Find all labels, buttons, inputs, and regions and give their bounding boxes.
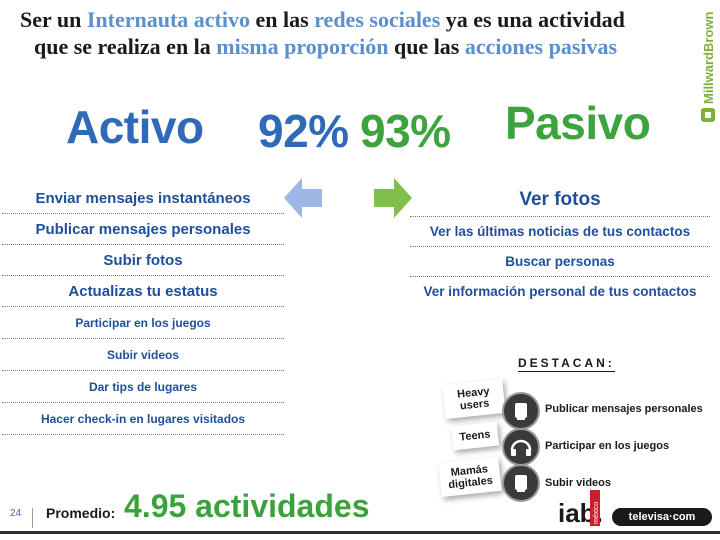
passive-activities-list: Ver fotos Ver las últimas noticias de tu… — [410, 184, 710, 306]
televisa-logo: televisa·com — [612, 508, 712, 526]
average-value: 4.95 actividades — [124, 488, 370, 524]
list-item: Ver información personal de tus contacto… — [423, 284, 697, 299]
list-item: Ver las últimas noticias de tus contacto… — [410, 217, 710, 247]
passive-percent: 93% — [360, 105, 451, 157]
list-item: Subir videos — [2, 339, 284, 371]
left-arrow-icon — [284, 178, 322, 218]
right-arrow-icon — [374, 178, 412, 218]
slide-title: Ser un Internauta activo en las redes so… — [20, 6, 710, 60]
title-line-2: que se realiza en la misma proporción qu… — [34, 34, 618, 59]
hand-icon — [502, 464, 540, 502]
millward-brown-logo: MillwardBrown — [701, 11, 716, 122]
active-percent: 92% — [258, 105, 349, 157]
list-item: Subir fotos — [2, 245, 284, 276]
headphones-icon — [502, 428, 540, 466]
highlight-activity: Subir videos — [545, 477, 612, 489]
passive-label: Pasivo — [505, 97, 651, 149]
highlights-heading: DESTACAN: — [518, 356, 615, 372]
footer-rule — [0, 531, 720, 534]
active-activities-list: Enviar mensajes instantáneos Publicar me… — [2, 183, 284, 435]
list-item: Dar tips de lugares — [2, 371, 284, 403]
footer-divider — [32, 508, 33, 528]
list-item: Publicar mensajes personales — [2, 214, 284, 245]
average-label: Promedio: — [46, 505, 116, 521]
list-item: Actualizas tu estatus — [2, 276, 284, 307]
list-item: Hacer check-in en lugares visitados — [2, 403, 284, 435]
highlight-activity: Participar en los juegos — [545, 440, 670, 452]
highlight-activity: Publicar mensajes personales — [545, 403, 703, 415]
list-item: Participar en los juegos — [2, 307, 284, 339]
title-line-1: Ser un Internauta activo en las redes so… — [20, 7, 625, 32]
svg-text:MillwardBrown: MillwardBrown — [701, 11, 716, 104]
iab-logo: iab. méxico — [558, 490, 603, 528]
svg-text:méxico: méxico — [593, 502, 600, 524]
segment-label-teens: Teens — [450, 421, 500, 451]
segment-label-heavy-users: Heavy users — [442, 378, 506, 420]
page-number: 24 — [10, 508, 22, 519]
list-item: Enviar mensajes instantáneos — [2, 183, 284, 214]
list-item: Ver fotos — [410, 184, 710, 217]
list-item: Buscar personas — [410, 247, 710, 277]
hand-icon — [502, 392, 540, 430]
segment-label-mamas-digitales: Mamás digitales — [438, 456, 502, 498]
active-label: Activo — [66, 101, 204, 153]
